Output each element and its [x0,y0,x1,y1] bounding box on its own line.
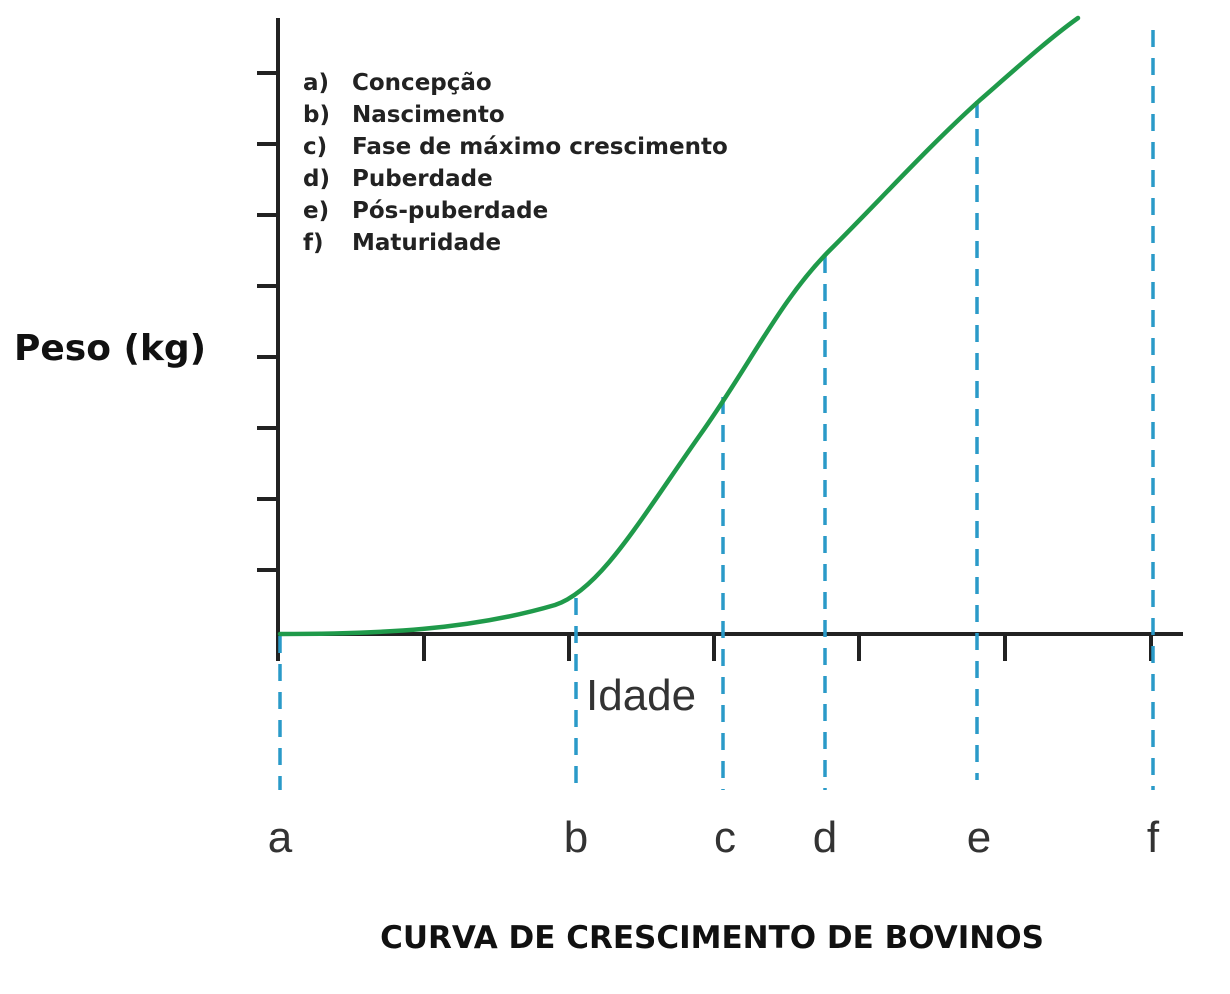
stage-letter-d: d [813,813,837,862]
stage-letter-a: a [268,813,293,862]
legend-text: Pós-puberdade [352,198,548,224]
chart-title: CURVA DE CRESCIMENTO DE BOVINOS [380,920,1044,956]
legend-key: e) [303,198,329,224]
stage-markers [278,30,1155,790]
stage-letter-f: f [1147,813,1160,862]
growth-curve-line [277,15,1081,637]
y-axis-label: Peso (kg) [14,328,206,369]
legend-text: Nascimento [352,102,505,128]
legend-text: Puberdade [352,166,493,192]
legend-key: f) [303,230,324,256]
x-axis-ticks [276,634,1153,661]
x-axis-label: Idade [586,671,696,720]
legend-text: Maturidade [352,230,501,256]
legend-key: a) [303,70,329,96]
legend-key: b) [303,102,330,128]
legend-text: Fase de máximo crescimento [352,134,728,160]
stage-letter-e: e [967,813,991,862]
legend-key: c) [303,134,327,160]
stage-letter-b: b [564,813,588,862]
legend: a) Concepção b) Nascimento c) Fase de má… [303,70,728,256]
stage-letters: a b c d e f [268,813,1160,862]
legend-key: d) [303,166,330,192]
legend-text: Concepção [352,70,492,96]
y-axis-ticks [257,71,278,572]
stage-letter-c: c [714,813,736,862]
